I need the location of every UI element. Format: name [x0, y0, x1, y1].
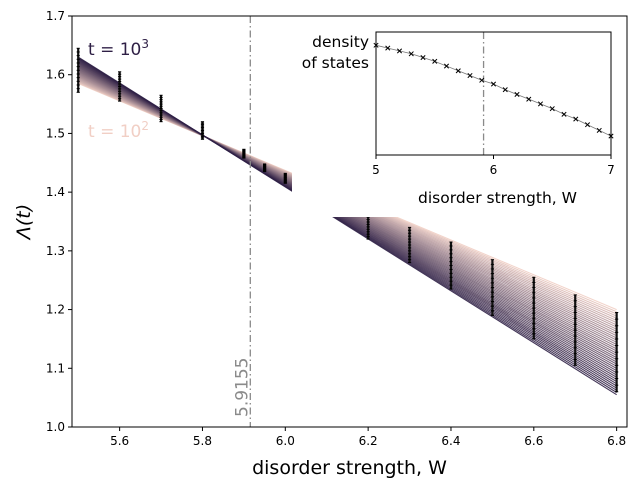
inset-dos-points [373, 42, 614, 139]
y-tick-label: 1.0 [46, 420, 65, 434]
sample-point-column [490, 259, 494, 316]
late-time-annotation: t = 103 [88, 37, 149, 60]
x-tick-label: 5.8 [193, 434, 212, 448]
early-time-annotation: t = 102 [88, 119, 149, 142]
inset-point [514, 91, 520, 97]
main-x-axis: 5.6 5.8 6.0 6.2 6.4 6.6 6.8 [110, 427, 626, 448]
inset-point-stroke [432, 58, 438, 64]
inset-point-stroke [573, 116, 579, 122]
lambda-curve [77, 56, 617, 396]
inset-x-axis: 5 6 7 [372, 155, 615, 177]
y-tick-label: 1.6 [46, 68, 65, 82]
inset-point [385, 45, 391, 51]
critical-disorder-label: 5.9155 [232, 358, 252, 417]
x-tick-label: 6.8 [607, 434, 626, 448]
inset-background [292, 27, 619, 217]
x-tick-label: 5.6 [110, 434, 129, 448]
inset-point [467, 72, 473, 79]
inset-point-stroke [514, 91, 520, 97]
inset-point [455, 68, 461, 74]
inset-point [584, 122, 591, 128]
inset-point-stroke [408, 51, 414, 57]
inset-point-stroke [549, 106, 555, 112]
inset-x-tick-label: 5 [372, 163, 380, 177]
inset-point-stroke [526, 96, 532, 102]
inset-point-stroke [490, 81, 497, 87]
x-tick-label: 6.4 [441, 434, 460, 448]
inset-x-tick-label: 6 [490, 163, 498, 177]
inset-point [549, 106, 555, 112]
inset-point-stroke [537, 101, 544, 107]
inset-point [490, 81, 497, 87]
inset-point [396, 48, 403, 54]
inset-point [596, 127, 602, 133]
inset-point-stroke [396, 48, 403, 54]
inset-title-line-1: density [312, 33, 369, 51]
main-y-axis-label: Λ(t) [13, 204, 35, 241]
sample-point-column [615, 312, 619, 393]
density-of-states-inset: 5 6 7 disorder strength, W density of stat… [292, 27, 619, 217]
inset-point [561, 111, 567, 117]
inset-point-stroke [467, 72, 473, 79]
inset-point-stroke [561, 111, 567, 117]
sample-point-column [573, 294, 577, 366]
inset-point [537, 101, 544, 107]
inset-point [526, 96, 532, 102]
sample-point-column [159, 94, 163, 123]
y-tick-label: 1.2 [46, 303, 65, 317]
y-tick-label: 1.5 [46, 126, 65, 140]
sample-point-column [118, 71, 122, 102]
inset-point [420, 54, 426, 61]
x-tick-label: 6.6 [524, 434, 543, 448]
sample-point-column [242, 148, 246, 159]
y-tick-label: 1.1 [46, 361, 65, 375]
inset-point-stroke [443, 63, 450, 69]
inset-point-stroke [479, 77, 485, 83]
inset-point-stroke [385, 45, 391, 51]
inset-point [573, 116, 579, 122]
inset-title-line-2: of states [302, 54, 369, 72]
y-tick-label: 1.7 [46, 9, 65, 23]
sample-point-column [200, 121, 205, 140]
inset-x-tick-label: 7 [607, 163, 615, 177]
inset-point [408, 51, 414, 57]
main-x-axis-label: disorder strength, W [252, 457, 447, 479]
inset-point-stroke [455, 68, 461, 74]
sample-point-column [407, 226, 412, 264]
inset-point [479, 77, 485, 83]
sample-point-column [262, 163, 267, 173]
inset-x-axis-label: disorder strength, W [418, 189, 577, 207]
inset-point-stroke [584, 122, 591, 128]
inset-point [502, 87, 508, 93]
y-tick-label: 1.4 [46, 185, 65, 199]
inset-point-stroke [502, 87, 508, 93]
sample-point-column [283, 172, 287, 184]
sample-point-column [449, 241, 453, 290]
main-y-axis: 1.0 1.1 1.2 1.3 1.4 1.5 1.6 1.7 [46, 9, 72, 434]
inset-point-stroke [420, 54, 426, 61]
main-plot-frame [71, 15, 628, 428]
y-tick-label: 1.3 [46, 244, 65, 258]
inset-point [432, 58, 438, 64]
sample-point-column [76, 47, 80, 93]
x-tick-label: 6.0 [276, 434, 295, 448]
inset-point [443, 63, 450, 69]
x-tick-label: 6.2 [359, 434, 378, 448]
sample-point-column [532, 276, 536, 340]
inset-point-stroke [596, 127, 602, 133]
